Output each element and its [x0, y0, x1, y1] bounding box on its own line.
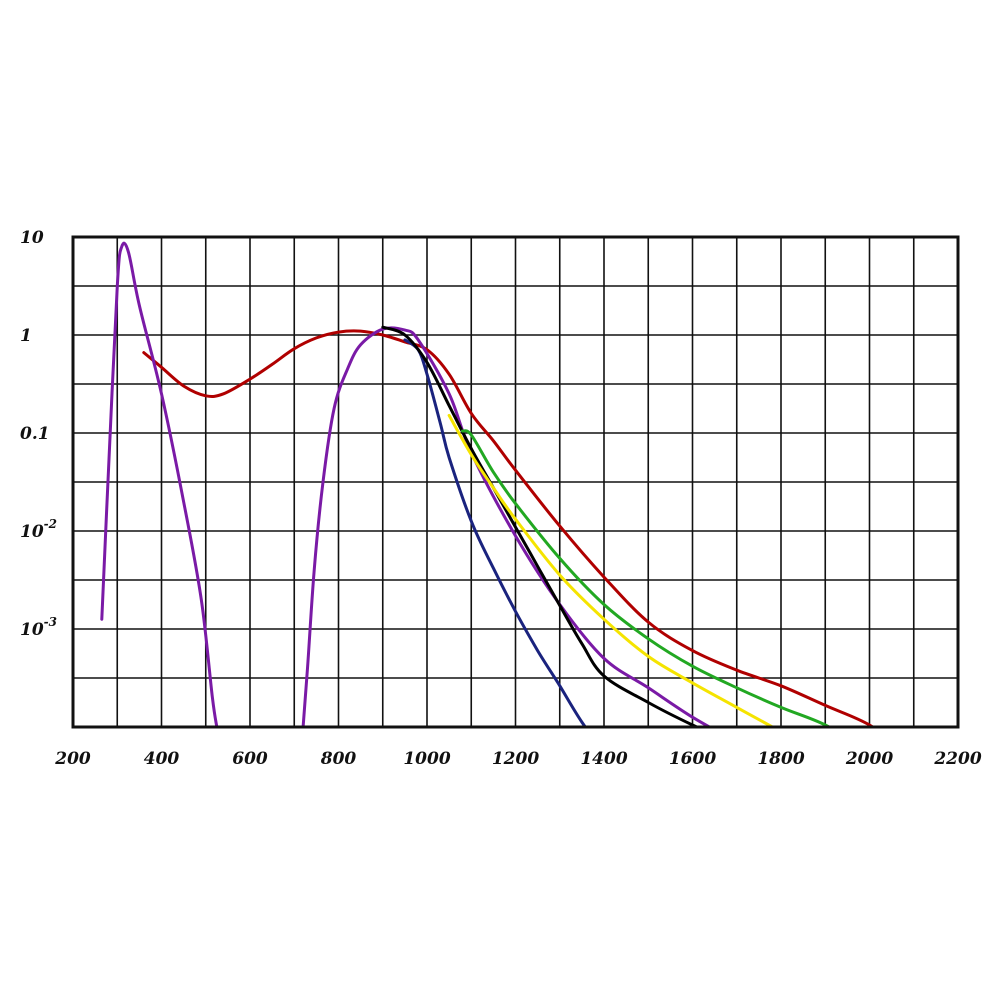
series-line-7 — [460, 429, 833, 727]
y-tick-exponent: -2 — [44, 517, 57, 531]
y-tick-label: 10-3 — [20, 615, 57, 640]
x-tick-label: 1400 — [580, 749, 627, 769]
y-axis-tick-labels: 10 1 0.1 10-2 10-3 — [20, 228, 57, 640]
chart-series — [100, 241, 876, 727]
series-line-1 — [142, 329, 876, 727]
chart-frame — [71, 235, 960, 729]
x-tick-label: 600 — [232, 749, 268, 769]
x-axis-tick-labels: 200 400 600 800 1000 1200 1400 1600 1800 2000 2200 — [54, 749, 982, 769]
chart-grid — [73, 237, 958, 727]
x-tick-label: 2000 — [845, 749, 893, 769]
series-line-6 — [447, 413, 776, 727]
y-tick-label: 0.1 — [20, 424, 50, 444]
series-line-4 — [403, 338, 588, 727]
x-tick-label: 2200 — [933, 749, 981, 769]
series-line-2 — [100, 241, 219, 727]
y-tick-label: 1 — [20, 326, 32, 346]
y-tick-exponent: -3 — [44, 615, 57, 629]
y-tick-label: 10 — [20, 228, 44, 248]
series-line-5 — [381, 325, 701, 727]
x-tick-label: 1200 — [492, 749, 539, 769]
x-tick-label: 200 — [54, 749, 91, 769]
series-line-3 — [301, 326, 713, 727]
x-tick-label: 1800 — [757, 749, 804, 769]
x-tick-label: 400 — [144, 749, 180, 769]
x-tick-label: 1000 — [403, 749, 450, 769]
x-tick-label: 1600 — [669, 749, 716, 769]
y-tick-label: 10-2 — [20, 517, 57, 542]
x-tick-label: 800 — [320, 749, 357, 769]
